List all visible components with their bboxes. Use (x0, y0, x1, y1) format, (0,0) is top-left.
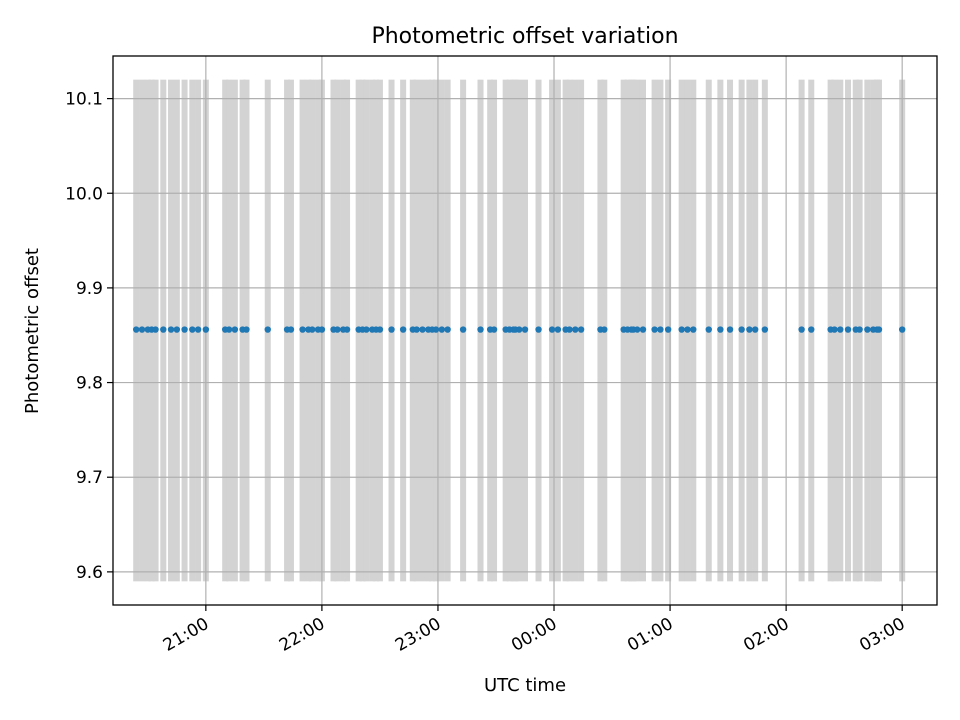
data-point (376, 326, 384, 333)
data-point (334, 326, 341, 333)
y-tick-label: 10.1 (65, 90, 103, 110)
y-tick-label: 9.6 (76, 563, 103, 583)
data-point (875, 326, 883, 333)
data-point (738, 326, 745, 333)
data-point (231, 326, 239, 333)
x-tick-label: 00:00 (508, 614, 560, 656)
data-point (419, 326, 426, 333)
data-point (898, 326, 906, 333)
data-point (808, 326, 815, 333)
y-axis-ticks: 9.6 9.7 9.8 9.9 10.0 10.1 (65, 90, 113, 583)
data-point (243, 326, 250, 333)
data-point (831, 326, 838, 333)
data-point (318, 326, 326, 333)
data-point (566, 326, 573, 333)
data-point (837, 326, 844, 333)
y-axis-title: Photometric offset (22, 248, 43, 414)
data-point (577, 326, 585, 333)
data-point (189, 326, 196, 333)
data-point (432, 326, 440, 333)
data-point (705, 326, 712, 333)
x-tick-label: 02:00 (740, 614, 792, 656)
data-point (167, 326, 175, 333)
grid-lines (113, 56, 937, 605)
data-point (684, 326, 691, 333)
data-point (299, 326, 306, 333)
data-point (264, 326, 271, 333)
data-point (413, 326, 420, 333)
y-tick-label: 9.7 (76, 468, 103, 488)
x-axis-ticks: 21:00 22:00 23:00 00:00 01:00 02:00 03:00 (160, 605, 909, 656)
x-axis-title: UTC time (484, 675, 566, 696)
data-point (572, 326, 579, 333)
y-tick-label: 9.8 (76, 374, 103, 394)
data-point (678, 326, 685, 333)
data-point (761, 326, 769, 333)
data-point (798, 326, 805, 333)
data-point (664, 326, 672, 333)
data-point (554, 326, 562, 333)
data-point (343, 326, 351, 333)
x-tick-label: 21:00 (160, 614, 212, 656)
data-point (651, 326, 658, 333)
data-point (639, 326, 647, 333)
data-point (194, 326, 202, 333)
data-point (444, 326, 451, 333)
data-point (844, 326, 852, 333)
data-point (726, 326, 734, 333)
data-point (690, 326, 697, 333)
data-point (138, 326, 146, 333)
data-point (751, 326, 759, 333)
data-point (438, 326, 446, 333)
data-point (601, 326, 608, 333)
data-point (535, 326, 542, 333)
data-point (363, 326, 370, 333)
data-point (459, 326, 467, 333)
x-tick-label: 22:00 (276, 614, 328, 656)
data-point (388, 326, 395, 333)
x-tick-label: 03:00 (856, 614, 908, 656)
y-tick-label: 9.9 (76, 279, 103, 299)
x-tick-label: 23:00 (392, 614, 444, 656)
data-point (548, 326, 556, 333)
data-point (152, 326, 159, 333)
data-point (521, 326, 529, 333)
data-point (633, 326, 641, 333)
data-points (133, 326, 906, 333)
data-point (173, 326, 181, 333)
data-point (133, 326, 140, 333)
data-point (477, 326, 484, 333)
data-point (657, 326, 664, 333)
y-tick-label: 10.0 (65, 184, 103, 204)
data-point (202, 326, 210, 333)
data-point (515, 326, 523, 333)
data-point (864, 326, 871, 333)
data-point (717, 326, 724, 333)
chart-title: Photometric offset variation (371, 24, 678, 49)
data-point (181, 326, 188, 333)
data-point (746, 326, 753, 333)
x-tick-label: 01:00 (624, 614, 676, 656)
data-point (287, 326, 295, 333)
data-point (309, 326, 316, 333)
data-point (160, 326, 167, 333)
data-point (225, 326, 233, 333)
data-point (856, 326, 863, 333)
plot-frame (112, 55, 938, 606)
data-point (490, 326, 498, 333)
data-point (399, 326, 407, 333)
